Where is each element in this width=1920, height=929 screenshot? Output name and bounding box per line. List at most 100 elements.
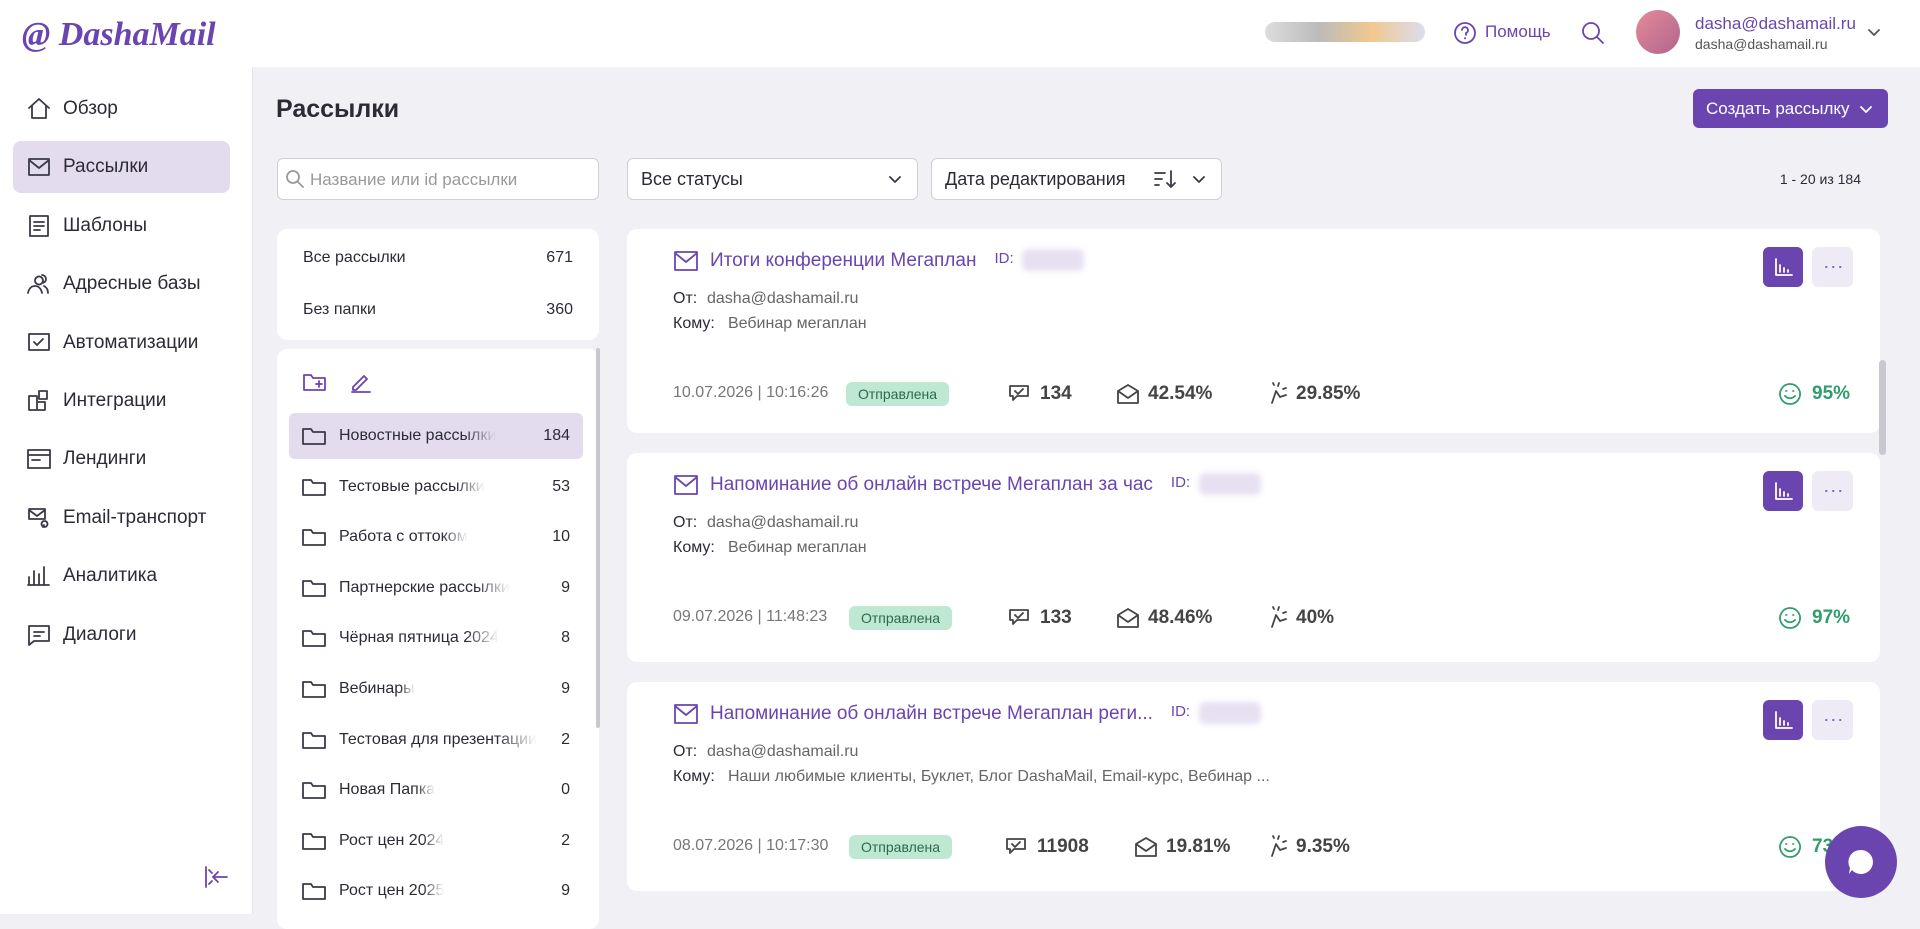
delivery-icon	[1779, 836, 1801, 858]
id-blurred	[1198, 473, 1261, 495]
delivery-icon	[1779, 383, 1801, 405]
folder-icon	[302, 579, 326, 597]
nav-icon	[27, 566, 50, 587]
folder-icon	[302, 529, 326, 547]
create-button-label: Создать рассылку	[1706, 99, 1850, 118]
more-icon	[1825, 490, 1842, 492]
from-value: dasha@dashamail.ru	[707, 514, 859, 531]
folder-name: Новостные рассылки	[339, 428, 497, 444]
nav-item: Аналитика	[63, 565, 158, 587]
nav-item: Автоматизации	[63, 331, 199, 353]
delivery-icon	[1779, 607, 1801, 629]
folder-name: Рост цен 2024	[339, 832, 445, 849]
from-value: dasha@dashamail.ru	[707, 743, 859, 760]
sort-select-label: Дата редактирования	[945, 169, 1126, 189]
from-label: От:	[673, 290, 698, 307]
report-button[interactable]	[1763, 471, 1803, 511]
user-chevron[interactable]	[1866, 24, 1882, 40]
folder-name: Рост цен 2025	[339, 883, 445, 900]
search-input[interactable]	[277, 158, 599, 200]
id-label: ID:	[1170, 703, 1191, 720]
page-title: Рассылки	[276, 95, 400, 123]
folder-count: 2	[561, 730, 570, 748]
edit-folder-icon[interactable]	[349, 370, 373, 394]
status-badge: Отправлена	[846, 382, 950, 406]
summary-folder-count: 360	[546, 301, 573, 318]
folder-name: Тестовые рассылки	[339, 478, 485, 495]
more-icon	[1825, 266, 1842, 268]
folder-count: 184	[543, 427, 570, 444]
nav-item: Адресные базы	[63, 273, 201, 295]
summary-folder-count: 671	[546, 249, 573, 266]
nav-icon	[27, 449, 51, 470]
folder-count: 0	[561, 781, 570, 799]
clicks-rate: 40%	[1296, 607, 1335, 628]
report-button[interactable]	[1763, 247, 1803, 287]
to-value: Вебинар мегаплан	[728, 539, 867, 556]
clicks-rate: 29.85%	[1296, 383, 1361, 404]
id-label: ID:	[994, 250, 1014, 267]
from-label: От:	[673, 514, 698, 531]
report-icon	[1775, 482, 1793, 500]
send-date: 09.07.2026 | 11:48:23	[673, 608, 828, 625]
folder-icon	[302, 428, 326, 445]
folder-name: Чёрная пятница 2024	[339, 630, 499, 647]
folder-count: 9	[561, 578, 570, 596]
nav-item: Рассылки	[63, 156, 149, 178]
report-button[interactable]	[1763, 700, 1803, 740]
campaign-title[interactable]: Итоги конференции Мегаплан	[710, 250, 977, 271]
summary-panel	[277, 229, 599, 340]
sent-count: 133	[1040, 607, 1072, 628]
folder-name: Новая Папка	[339, 782, 436, 799]
report-icon	[1775, 258, 1793, 276]
status-select-label: Все статусы	[641, 169, 743, 189]
opens-rate: 48.46%	[1148, 607, 1213, 628]
to-label: Кому:	[673, 768, 715, 785]
folder-name: Партнерские рассылки	[339, 579, 510, 596]
search-icon[interactable]	[1580, 20, 1606, 46]
campaign-title[interactable]: Напоминание об онлайн встрече Мегаплан з…	[710, 474, 1153, 495]
logo[interactable]: @ DashaMail	[22, 16, 216, 53]
from-value: dasha@dashamail.ru	[707, 290, 859, 307]
pagination: 1 - 20 из 184	[1779, 171, 1861, 187]
to-label: Кому:	[673, 315, 715, 332]
summary-folder-name: Все рассылки	[303, 249, 406, 266]
folder-name: Тестовая для презентации	[339, 731, 538, 748]
nav-icon	[29, 214, 49, 237]
to-label: Кому:	[673, 539, 715, 556]
folder-count: 8	[561, 629, 570, 647]
add-folder-icon[interactable]	[302, 370, 328, 394]
folder-count: 53	[552, 477, 570, 495]
status-badge: Отправлена	[849, 835, 953, 859]
folder-icon	[302, 883, 326, 901]
opens-rate: 42.54%	[1148, 383, 1213, 404]
campaign-title[interactable]: Напоминание об онлайн встрече Мегаплан р…	[710, 703, 1153, 724]
nav-icon	[28, 332, 50, 351]
create-button[interactable]	[1693, 89, 1888, 128]
nav-item: Обзор	[63, 98, 118, 119]
sent-icon	[1009, 609, 1029, 625]
status-select[interactable]	[627, 158, 918, 200]
collapse-icon[interactable]	[203, 864, 229, 890]
nav-item: Email-транспорт	[63, 506, 207, 528]
send-date: 08.07.2026 | 10:17:30	[673, 837, 829, 854]
sent-icon	[1009, 385, 1029, 401]
sort-icon	[1154, 170, 1176, 188]
avatar[interactable]	[1636, 10, 1680, 54]
chat-icon	[1848, 849, 1873, 874]
to-value: Вебинар мегаплан	[728, 315, 867, 332]
help-link[interactable]: Помощь	[1485, 22, 1551, 41]
folder-icon	[302, 731, 326, 749]
opens-rate: 19.81%	[1166, 836, 1231, 857]
folder-name: Работа с оттоком	[339, 529, 468, 546]
sort-select[interactable]	[931, 158, 1222, 200]
blurred-widget	[1265, 22, 1425, 42]
id-label: ID:	[1170, 474, 1191, 491]
top-bar	[0, 0, 1920, 67]
folder-icon	[302, 630, 326, 648]
id-blurred	[1198, 702, 1261, 724]
folders-scrollbar	[596, 348, 600, 728]
sort-chevron	[1193, 176, 1205, 183]
user-email: dasha@dashamail.ru	[1695, 36, 1828, 52]
delivery-rate: 97%	[1812, 607, 1851, 628]
